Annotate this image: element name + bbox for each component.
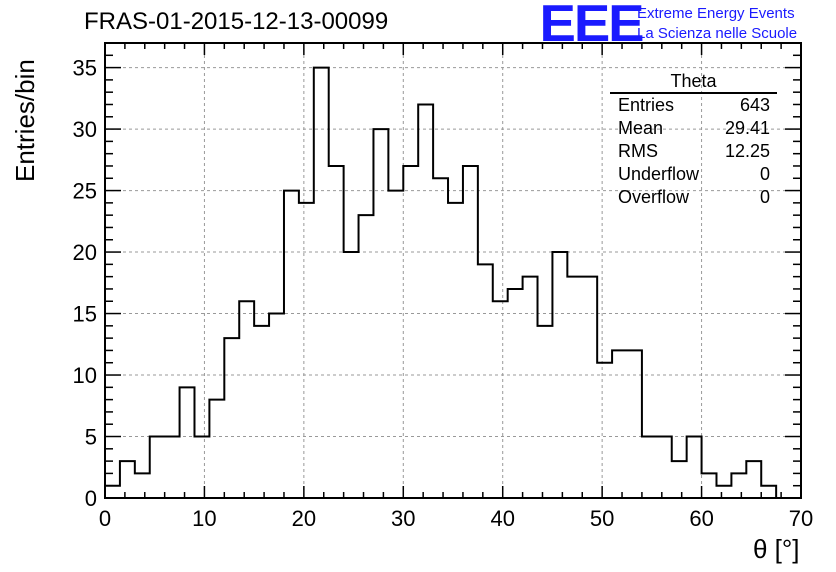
histogram-bin [299,203,314,498]
y-tick-label: 20 [73,240,97,265]
histogram-bin [448,203,463,498]
org-line-1: Extreme Energy Events [637,5,795,22]
y-tick-label: 5 [85,425,97,450]
stats-row-entries: Entries 643 [610,94,777,117]
histogram-bin [612,350,627,498]
stats-value: 0 [759,164,770,184]
histogram-bin [657,437,672,498]
stats-row-rms: RMS 12.25 [610,140,777,163]
histogram-bin [731,473,746,498]
histogram-bin [359,215,374,498]
histogram-bin [523,277,538,498]
x-axis-label: θ [°] [753,534,800,564]
histogram-bin [105,486,120,498]
histogram-bin [746,461,761,498]
y-tick-label: 30 [73,117,97,142]
eee-logo: EEE [539,0,645,53]
histogram-bin [597,363,612,498]
histogram-bin [284,191,299,498]
histogram-bin [567,277,582,498]
histogram-bin [373,129,388,498]
org-line-2: La Scienza nelle Scuole [637,25,798,42]
histogram-bin [254,326,269,498]
x-tick-label: 30 [391,506,415,531]
histogram-bin [508,289,523,498]
histogram-bin [224,338,239,498]
histogram-bin [165,437,180,498]
histogram-bin [582,277,597,498]
stats-value: 0 [759,187,770,207]
stats-row-overflow: Overflow 0 [610,186,777,209]
histogram-bin [269,314,284,498]
histogram-bin [209,400,224,498]
histogram-outline [104,66,778,498]
histogram-bin [388,191,403,498]
histogram-bin [135,473,150,498]
stats-label: Overflow [618,187,690,207]
stats-value: 29.41 [724,118,770,138]
histogram-bin [314,68,329,498]
stats-label: Underflow [618,164,700,184]
histogram-bin [194,437,209,498]
stats-row-underflow: Underflow 0 [610,163,777,186]
histogram-bin [761,486,776,498]
x-tick-label: 0 [99,506,111,531]
histogram-bin [239,301,254,498]
organization-label: Extreme Energy Events La Scienza nelle S… [637,4,797,44]
stats-box: Theta Entries 643 Mean 29.41 RMS 12.25 U… [610,70,777,209]
stats-value: 643 [739,95,770,115]
stats-label: RMS [618,141,658,161]
x-tick-label: 60 [689,506,713,531]
y-tick-label: 10 [73,363,97,388]
histogram-bin [433,178,448,498]
histogram-bin [627,350,642,498]
stats-title: Theta [610,70,777,94]
histogram-bin [120,461,135,498]
stats-label: Entries [618,95,675,115]
histogram-bin [478,264,493,498]
histogram-bin [493,301,508,498]
histogram-bin [642,437,657,498]
x-tick-label: 50 [590,506,614,531]
x-tick-label: 20 [292,506,316,531]
histogram-bin [329,166,344,498]
y-axis-label: Entries/bin [10,59,40,182]
stats-row-mean: Mean 29.41 [610,117,777,140]
histogram-bin [403,166,418,498]
x-tick-label: 70 [789,506,813,531]
histogram-bin [463,166,478,498]
x-tick-label: 10 [192,506,216,531]
histogram-bin [552,252,567,498]
stats-value: 12.25 [724,141,770,161]
histogram-bin [180,387,195,498]
y-tick-label: 15 [73,302,97,327]
histogram-bin [150,437,165,498]
histogram-bin [687,437,702,498]
y-tick-label: 0 [85,486,97,511]
y-tick-label: 35 [73,56,97,81]
plot-frame [104,42,802,499]
histogram-bin [716,486,731,498]
histogram-bin [672,461,687,498]
histogram-bin [344,252,359,498]
stats-label: Mean [618,118,664,138]
histogram-bin [418,104,433,498]
x-tick-label: 40 [490,506,514,531]
y-tick-label: 25 [73,179,97,204]
chart-title: FRAS-01-2015-12-13-00099 [84,8,389,35]
histogram-bin [702,473,717,498]
histogram-bin [538,326,553,498]
